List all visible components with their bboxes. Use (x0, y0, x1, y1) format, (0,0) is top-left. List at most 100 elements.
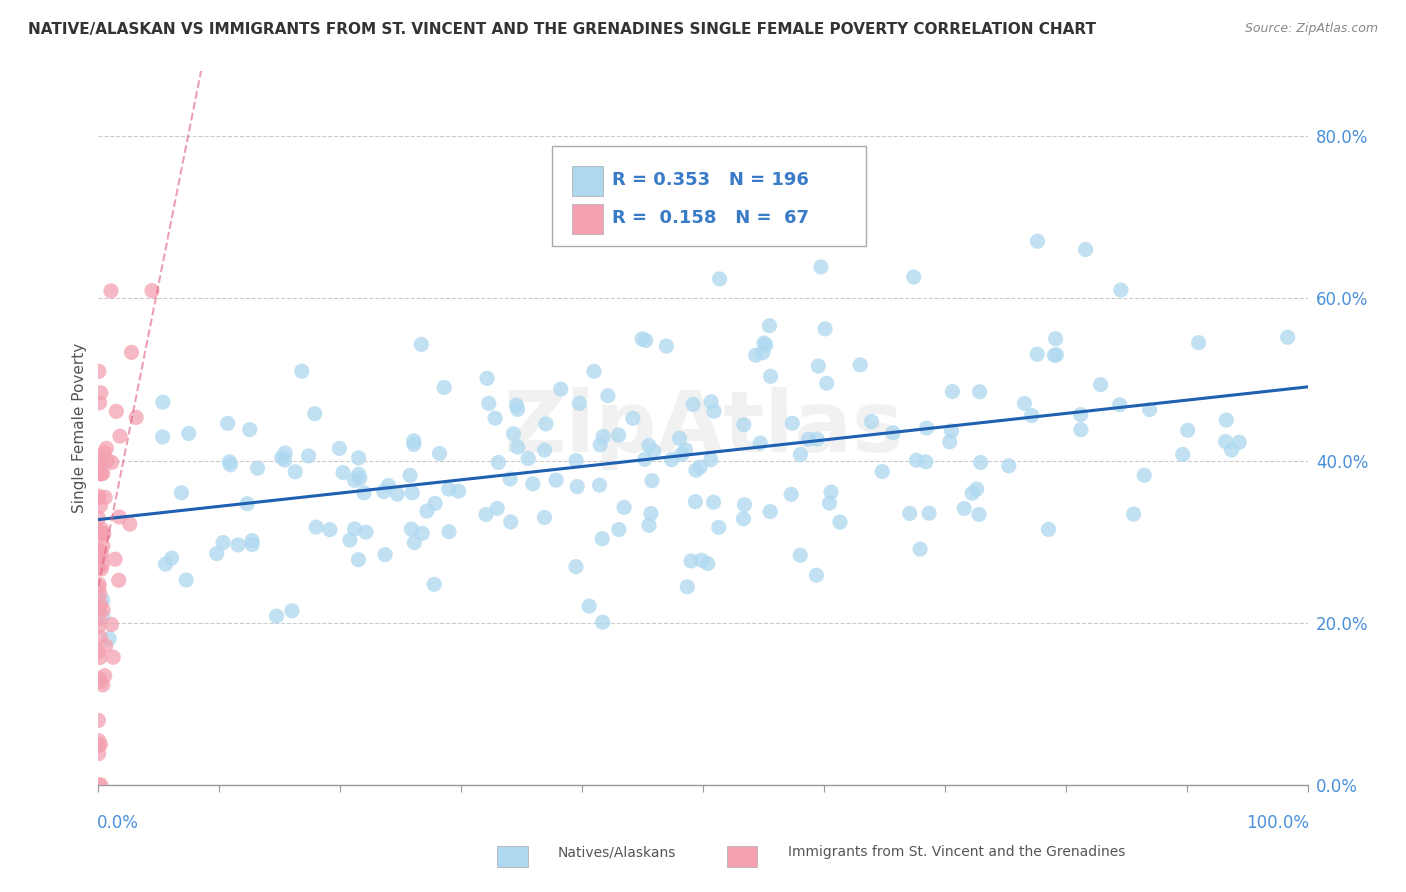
Point (411, 337, 433, 351)
Point (1215, 434, 1237, 449)
Point (1139, 402, 1161, 417)
Point (969, 384, 991, 399)
Point (807, 359, 830, 373)
Point (343, 522, 366, 536)
Point (1220, 442, 1243, 457)
Point (700, 452, 723, 467)
Point (607, 523, 630, 537)
Point (621, 411, 644, 425)
Point (1215, 413, 1237, 427)
Point (596, 389, 619, 403)
Point (89, 597, 111, 611)
Point (374, 548, 396, 562)
Point (447, 484, 470, 499)
Point (1122, 507, 1144, 521)
FancyBboxPatch shape (498, 846, 527, 867)
Point (849, 358, 872, 372)
Point (565, 559, 588, 574)
Point (789, 448, 811, 462)
Point (914, 455, 936, 469)
Point (152, 430, 174, 444)
Point (401, 486, 423, 500)
Point (105, 404, 128, 418)
Point (305, 520, 328, 534)
Point (297, 449, 319, 463)
Point (433, 380, 456, 394)
Point (96, 453, 118, 467)
Point (90, 525, 112, 540)
Point (90, 562, 112, 576)
Point (915, 421, 938, 435)
Point (304, 407, 326, 421)
Point (89, 674, 111, 689)
Point (90, 385, 112, 400)
Point (87, 714, 110, 728)
Point (219, 458, 242, 472)
Point (155, 557, 177, 571)
Point (91, 558, 114, 572)
Point (752, 336, 775, 351)
Point (506, 440, 529, 454)
Point (1227, 435, 1250, 450)
Point (941, 424, 963, 438)
Point (101, 650, 124, 665)
Point (125, 410, 148, 425)
Point (1043, 348, 1066, 362)
Point (353, 485, 375, 500)
Point (533, 443, 555, 458)
Point (638, 518, 661, 533)
Point (592, 429, 614, 443)
Point (1038, 522, 1060, 536)
Point (1021, 409, 1043, 423)
Point (690, 553, 713, 567)
Point (90, 467, 112, 481)
Point (170, 485, 193, 500)
Point (522, 476, 544, 491)
Point (806, 432, 828, 446)
Point (90, 522, 112, 536)
Point (671, 447, 693, 461)
Point (160, 551, 183, 566)
Point (1277, 330, 1299, 344)
Point (347, 450, 370, 465)
FancyBboxPatch shape (572, 204, 603, 234)
Point (1090, 377, 1112, 392)
Point (387, 487, 409, 501)
Point (592, 615, 614, 630)
Point (347, 467, 370, 482)
Point (87, 542, 110, 557)
Point (960, 486, 983, 500)
Point (437, 524, 460, 539)
Text: NATIVE/ALASKAN VS IMMIGRANTS FROM ST. VINCENT AND THE GRENADINES SINGLE FEMALE P: NATIVE/ALASKAN VS IMMIGRANTS FROM ST. VI… (28, 22, 1097, 37)
Point (89, 586, 111, 600)
Point (347, 552, 370, 566)
Point (1171, 447, 1194, 461)
Point (908, 542, 931, 557)
Point (100, 617, 122, 632)
FancyBboxPatch shape (727, 846, 758, 867)
Point (205, 547, 228, 561)
Point (373, 484, 395, 499)
Point (401, 522, 423, 536)
Point (502, 426, 524, 441)
Point (734, 498, 756, 512)
Point (1133, 468, 1156, 483)
Text: R = 0.353   N = 196: R = 0.353 N = 196 (613, 171, 810, 189)
Point (696, 557, 718, 571)
Point (91, 678, 114, 692)
Point (89, 650, 111, 665)
Point (707, 520, 730, 534)
Point (758, 318, 780, 333)
Point (903, 270, 925, 285)
Point (589, 438, 612, 452)
Point (681, 554, 703, 568)
Point (87, 577, 110, 591)
Point (828, 515, 851, 529)
Point (90, 467, 112, 481)
Point (634, 452, 657, 467)
Point (689, 460, 711, 475)
Point (1177, 423, 1199, 437)
Point (1109, 283, 1132, 297)
Point (1045, 348, 1067, 362)
Point (550, 382, 572, 396)
